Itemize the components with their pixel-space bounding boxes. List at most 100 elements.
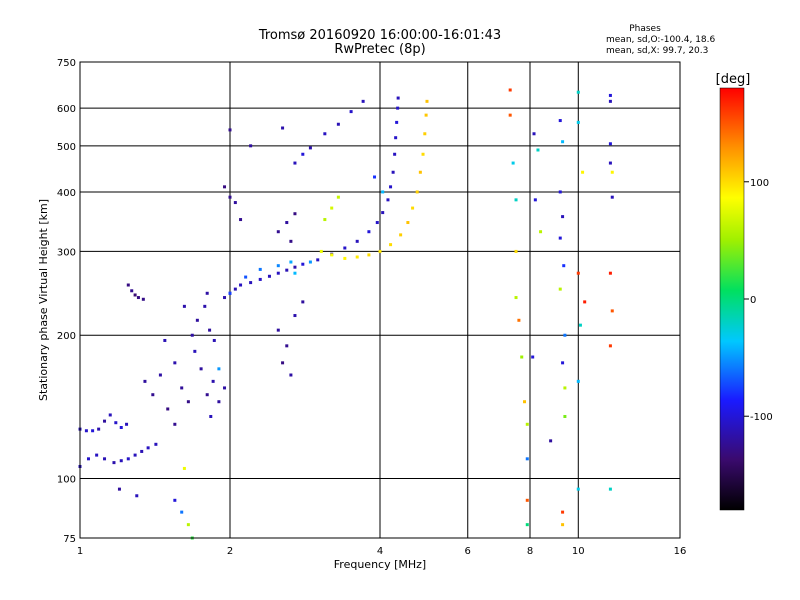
data-point [205,291,209,295]
data-point [330,253,334,257]
x-tick-label: 2 [227,546,233,557]
y-tick-label: 300 [57,247,76,258]
data-point [581,170,585,174]
colorbar-label: [deg] [716,72,751,87]
y-tick-label: 200 [57,331,76,342]
data-point [319,249,323,253]
data-point [125,422,129,426]
data-point [517,318,521,322]
data-point [163,338,167,342]
data-point [186,400,190,404]
x-tick-label: 1 [77,546,83,557]
data-point [514,296,518,300]
data-point [86,457,90,461]
data-point [205,393,209,397]
data-point [203,304,207,308]
data-point [281,126,285,130]
x-tick-label: 16 [674,546,687,557]
data-point [562,264,566,268]
data-point [561,361,565,365]
data-point [508,88,512,92]
data-point [576,271,580,275]
data-point [239,283,243,287]
data-point [223,185,227,189]
data-point [563,386,567,390]
data-point [119,425,123,429]
data-point [608,99,612,103]
data-point [396,96,400,100]
data-point [276,271,280,275]
stats-line-o: mean, sd,O:-100.4, 18.6 [606,35,716,45]
data-point [281,361,285,365]
data-point [525,457,529,461]
data-point [576,379,580,383]
data-point [112,461,116,465]
data-points [78,88,614,540]
data-point [536,148,540,152]
x-axis-label: Frequency [MHz] [334,558,426,571]
data-point [508,113,512,117]
data-point [610,195,614,199]
data-point [525,422,529,426]
data-point [578,323,582,327]
data-point [158,373,162,377]
data-point [293,212,297,216]
data-point [126,283,130,287]
data-point [563,333,567,337]
data-point [396,106,400,110]
data-point [233,201,237,205]
y-tick-label: 600 [57,104,76,115]
y-tick-label: 750 [57,58,76,69]
colorbar-tick-label: 100 [750,178,769,189]
y-tick-label: 400 [57,188,76,199]
data-point [95,453,99,457]
data-point [520,355,524,359]
data-point [212,338,216,342]
data-point [343,256,347,260]
data-point [531,355,535,359]
data-point [418,170,422,174]
data-point [103,419,107,423]
data-point [561,523,565,527]
data-point [395,120,399,124]
data-point [373,175,377,179]
data-point [173,422,177,426]
x-tick-label: 8 [527,546,533,557]
y-axis-label: Stationary phase Virtual Height [km] [37,199,50,401]
data-point [249,144,253,148]
x-axis-ticks: 1 2 4 6 8 10 16 [77,546,687,557]
plot-frame [79,61,681,539]
data-point [375,221,379,225]
data-point [355,239,359,243]
data-point [173,361,177,365]
data-point [415,190,419,194]
data-point [323,218,327,222]
data-point [355,255,359,259]
data-point [244,275,248,279]
data-point [146,446,150,450]
data-point [119,459,123,463]
data-point [258,277,262,281]
data-point [425,99,429,103]
data-point [228,128,232,132]
data-point [563,414,567,418]
data-point [367,253,371,257]
data-point [289,260,293,264]
data-point [276,328,280,332]
data-point [223,296,227,300]
data-point [126,457,130,461]
data-point [608,161,612,165]
data-point [143,379,147,383]
data-point [349,110,353,114]
data-point [381,190,385,194]
data-point [249,281,253,285]
data-point [532,132,536,136]
data-point [114,421,118,425]
data-point [239,218,243,222]
data-point [211,379,215,383]
y-tick-label: 100 [57,475,76,486]
data-point [533,198,537,202]
data-point [514,198,518,202]
data-point [289,373,293,377]
